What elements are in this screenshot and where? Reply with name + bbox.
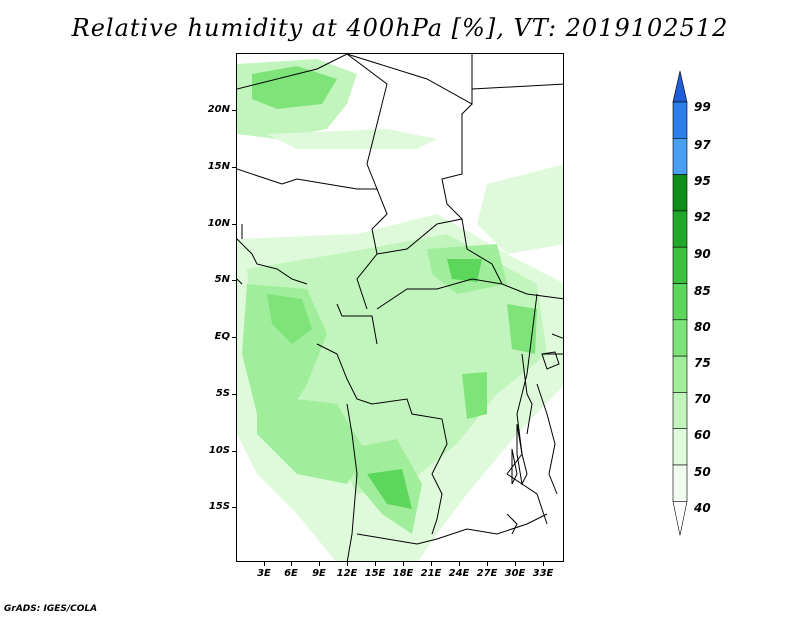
lon-label: 6E (284, 568, 298, 579)
lon-label: 33E (532, 568, 554, 579)
lon-tick (515, 562, 516, 566)
lon-tick (431, 562, 432, 566)
lat-tick (232, 280, 236, 281)
lon-tick (264, 562, 265, 566)
lat-tick (232, 224, 236, 225)
lat-label: 10S (208, 445, 230, 456)
humidity-patch-central-mid (247, 234, 547, 494)
lat-label: 15S (208, 501, 230, 512)
humidity-fill-layer (237, 59, 563, 561)
humidity-patch-south-drc (462, 372, 487, 419)
map-title: Relative humidity at 400hPa [%], VT: 201… (71, 14, 729, 42)
lat-tick (232, 337, 236, 338)
lon-label: 18E (392, 568, 414, 579)
lat-label: 5S (215, 388, 230, 399)
humidity-patch-northeast (477, 164, 563, 254)
lat-label: 10N (207, 218, 230, 229)
lon-tick (403, 562, 404, 566)
lon-label: 30E (504, 568, 526, 579)
lon-label: 12E (336, 568, 358, 579)
credit-text: GrADS: IGES/COLA (4, 604, 98, 614)
lat-tick (232, 394, 236, 395)
map-panel (236, 53, 564, 562)
colorbar-level: 60 (694, 428, 711, 442)
lat-label: EQ (214, 331, 230, 342)
lon-label: 27E (476, 568, 498, 579)
colorbar-segment (672, 101, 688, 139)
colorbar-level: 95 (694, 174, 711, 188)
colorbar-level: 75 (694, 356, 711, 370)
lat-tick (232, 451, 236, 452)
map-canvas (237, 54, 563, 561)
colorbar-segment (672, 246, 688, 284)
lon-label: 9E (312, 568, 326, 579)
colorbar-arrow-bottom (672, 501, 688, 536)
colorbar-segment (672, 392, 688, 429)
humidity-patch-angola-core (367, 469, 412, 509)
lon-tick (347, 562, 348, 566)
colorbar-segment (672, 138, 688, 175)
lat-label: 20N (207, 104, 230, 115)
colorbar-level: 50 (694, 465, 711, 479)
colorbar-segment (672, 319, 688, 357)
lon-label: 21E (420, 568, 442, 579)
lon-tick (487, 562, 488, 566)
lon-tick (459, 562, 460, 566)
humidity-patch-northwest-core (252, 66, 337, 109)
lon-tick (375, 562, 376, 566)
colorbar-level: 85 (694, 284, 711, 298)
lon-tick (319, 562, 320, 566)
lon-label: 3E (257, 568, 271, 579)
colorbar-segment (672, 355, 688, 393)
colorbar-level: 90 (694, 247, 711, 261)
humidity-patch-north-strip (267, 129, 437, 149)
colorbar-level: 92 (694, 210, 711, 224)
humidity-patch-gabon (267, 294, 312, 344)
lat-label: 5N (214, 274, 230, 285)
colorbar-level: 99 (694, 100, 711, 114)
lon-label: 24E (448, 568, 470, 579)
colorbar-arrow-top (672, 70, 688, 103)
lat-tick (232, 507, 236, 508)
colorbar-segment (672, 464, 688, 502)
colorbar-level: 40 (694, 501, 711, 515)
colorbar-level: 70 (694, 392, 711, 406)
humidity-patch-east-drc (507, 304, 537, 354)
lon-tick (291, 562, 292, 566)
colorbar-segment (672, 283, 688, 321)
lon-label: 15E (364, 568, 386, 579)
colorbar-segment (672, 428, 688, 466)
lake-outlines (511, 351, 560, 486)
humidity-patch-car-core (447, 259, 482, 282)
lat-tick (232, 167, 236, 168)
humidity-patch-southwest (257, 394, 367, 484)
colorbar (672, 70, 688, 536)
colorbar-level: 80 (694, 320, 711, 334)
lat-label: 15N (207, 161, 230, 172)
colorbar-level: 97 (694, 138, 711, 152)
lon-tick (543, 562, 544, 566)
country-borders (237, 54, 563, 561)
lat-tick (232, 110, 236, 111)
colorbar-segment (672, 210, 688, 248)
colorbar-segment (672, 174, 688, 212)
